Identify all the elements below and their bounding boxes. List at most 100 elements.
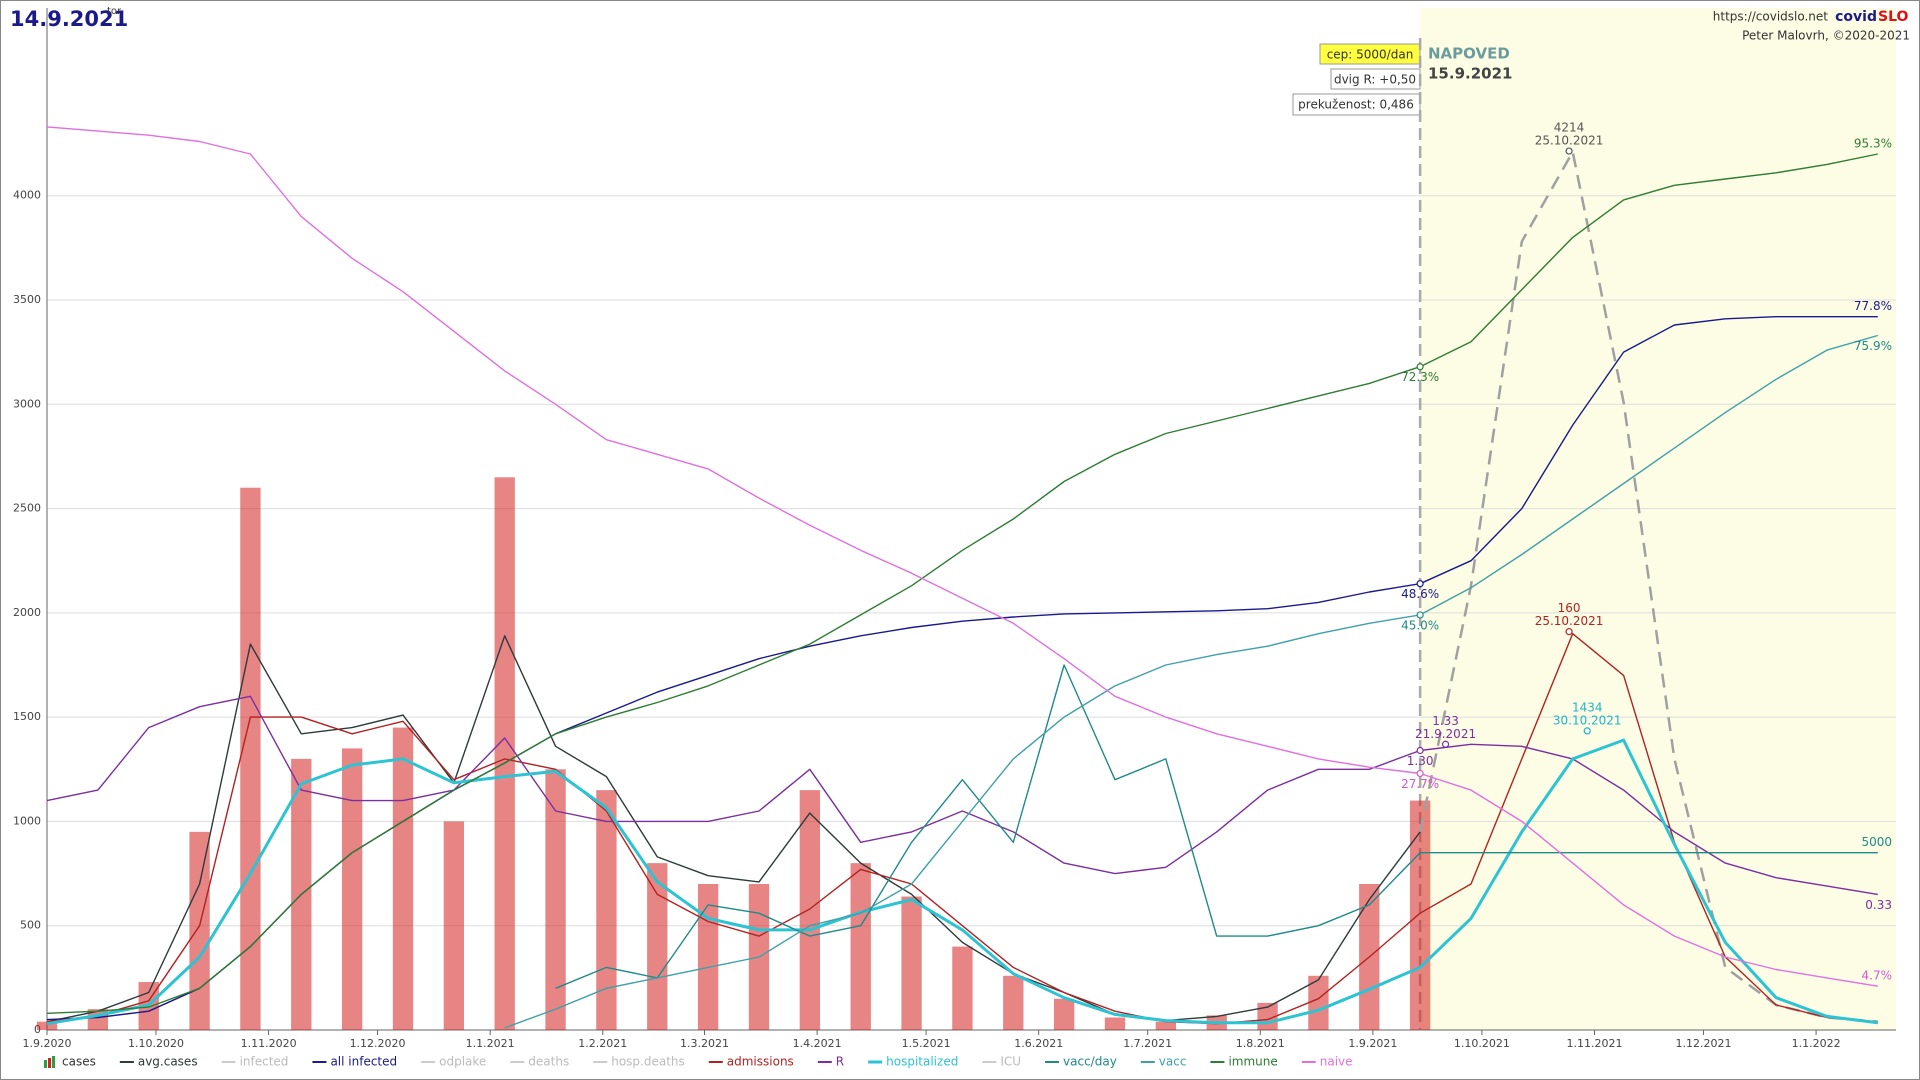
series-line: [46, 635, 1421, 1023]
info-box: [1292, 93, 1421, 116]
annotation-label: 1.33: [1432, 714, 1459, 728]
bar: [494, 477, 515, 1030]
y-tick-label: 1500: [13, 710, 41, 723]
x-tick-label: 1.9.2021: [1348, 1037, 1397, 1050]
legend-label: deaths: [528, 1055, 569, 1069]
legend-label: infected: [240, 1055, 289, 1069]
x-tick-label: 1.9.2020: [23, 1037, 72, 1050]
bar: [1003, 975, 1024, 1030]
bar: [850, 863, 871, 1030]
series-line: [46, 126, 1878, 987]
x-tick-label: 1.11.2020: [241, 1037, 297, 1050]
x-tick-label: 1.1.2021: [466, 1037, 515, 1050]
annotation-marker: [1441, 740, 1450, 748]
y-tick-label: 500: [20, 919, 41, 932]
annotation-marker: [1416, 611, 1424, 619]
annotation-label: 27.7%: [1401, 777, 1439, 791]
forecast-label: NAPOVED: [1428, 45, 1510, 63]
x-tick-label: 1.2.2021: [578, 1037, 627, 1050]
y-tick-label: 1000: [13, 814, 41, 827]
legend-swatch: [48, 1058, 51, 1068]
x-tick-label: 1.6.2021: [1014, 1037, 1063, 1050]
legend-swatch: [44, 1060, 47, 1068]
annotation-label: 25.10.2021: [1535, 614, 1604, 628]
forecast-date: 15.9.2021: [1428, 65, 1512, 83]
series-line: [46, 738, 1878, 1026]
author: Peter Malovrh, ©2020-2021: [1742, 29, 1910, 43]
info-text: dvig R: +0,50: [1334, 73, 1416, 87]
annotation-marker: [1416, 580, 1424, 588]
legend-label: vacc: [1159, 1055, 1187, 1069]
x-tick-label: 1.3.2021: [680, 1037, 729, 1050]
legend-label: avg.cases: [138, 1055, 198, 1069]
bar: [799, 790, 821, 1030]
bar: [545, 769, 566, 1030]
series-line: [555, 664, 1878, 989]
legend-label: odplake: [439, 1055, 486, 1069]
info-text: cep: 5000/dan: [1327, 48, 1414, 62]
legend-label: vacc/day: [1063, 1055, 1117, 1069]
y-tick-label: 4000: [13, 189, 41, 202]
x-tick-label: 1.5.2021: [902, 1037, 951, 1050]
legend-label: naive: [1320, 1055, 1353, 1069]
annotation-label: 1434: [1572, 700, 1603, 714]
bar: [1104, 1017, 1126, 1030]
bar: [952, 946, 973, 1030]
annotation-label: 21.9.2021: [1415, 727, 1476, 741]
y-tick-label: 2500: [13, 502, 41, 515]
series-line: [46, 153, 1878, 1014]
weekday: tor: [107, 6, 122, 17]
series-line: [504, 334, 1878, 1029]
annotation-label: 4214: [1554, 121, 1585, 135]
y-tick-label: 3000: [13, 397, 41, 410]
bar: [1155, 1021, 1177, 1030]
brand: covid: [1835, 9, 1877, 25]
bar: [901, 896, 922, 1030]
annotation-label: 25.10.2021: [1535, 134, 1604, 148]
bar: [596, 790, 617, 1030]
annotation-label: 77.8%: [1854, 299, 1892, 313]
bar: [341, 748, 363, 1030]
chart-title: 14.9.2021: [10, 7, 128, 31]
annotation-marker: [1565, 628, 1573, 636]
legend-label: cases: [62, 1055, 96, 1069]
x-tick-label: 1.4.2021: [793, 1037, 842, 1050]
series-line: [46, 633, 1878, 1025]
annotation-label: 30.10.2021: [1553, 713, 1622, 727]
info-box: [1319, 43, 1421, 65]
background-layer: [46, 8, 1896, 1031]
bar: [647, 863, 668, 1030]
x-tick-label: 1.8.2021: [1236, 1037, 1285, 1050]
annotation-marker: [1583, 727, 1591, 735]
x-tick-label: 1.10.2021: [1454, 1037, 1510, 1050]
legend-label: all infected: [330, 1055, 397, 1069]
annotation-marker: [1416, 746, 1424, 755]
annotation-marker: [1416, 769, 1424, 778]
bar: [1053, 998, 1075, 1030]
annotation-label: 45.0%: [1401, 618, 1439, 632]
y-tick-label: 3500: [13, 293, 41, 306]
legend-label: ICU: [1000, 1055, 1021, 1069]
annotation-label: 75.9%: [1854, 339, 1892, 353]
legend-label: hospitalized: [886, 1055, 958, 1069]
site-url: https://covidslo.net: [1713, 10, 1829, 24]
annotation-label: 1.30: [1407, 754, 1434, 768]
annotation-marker: [1416, 363, 1424, 371]
legend-label: immune: [1228, 1055, 1277, 1069]
brand: SLO: [1878, 9, 1909, 25]
x-tick-label: 1.10.2020: [128, 1037, 184, 1050]
annotation-label: 5000: [1861, 835, 1892, 849]
info-text: prekuženost: 0,486: [1298, 98, 1414, 112]
forecast-line: [1418, 150, 1878, 1023]
bar: [443, 821, 465, 1030]
bar: [240, 487, 261, 1030]
bar: [36, 1021, 58, 1030]
legend-label: admissions: [727, 1055, 794, 1069]
bar: [392, 727, 414, 1030]
annotation-label: 160: [1558, 601, 1581, 615]
bar: [1308, 975, 1329, 1030]
annotation-marker: [1565, 147, 1573, 155]
annotation-label: 95.3%: [1854, 137, 1892, 151]
x-tick-label: 1.1.2022: [1792, 1037, 1841, 1050]
